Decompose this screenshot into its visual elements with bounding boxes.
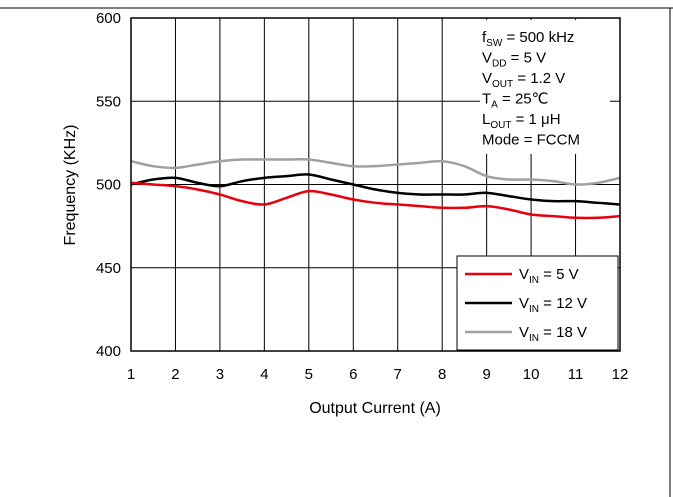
x-tick-label: 10 (523, 366, 540, 383)
legend-label-1: VIN = 12 V (519, 295, 587, 315)
annotation-line: VOUT = 1.2 V (482, 70, 565, 90)
x-tick-label: 1 (127, 366, 135, 383)
x-axis-label: Output Current (A) (309, 400, 441, 417)
series-line-2 (130, 158, 621, 186)
data-series (130, 158, 621, 220)
annotation-line: fSW = 500 kHz (482, 29, 574, 49)
series-line-1 (130, 173, 621, 206)
legend-label-0: VIN = 5 V (519, 266, 579, 286)
annotation-box (480, 20, 610, 154)
x-tick-label: 8 (438, 366, 446, 383)
annotation-line: Mode = FCCM (482, 132, 580, 149)
x-tick-label: 9 (482, 366, 490, 383)
y-tick-label: 550 (96, 93, 121, 110)
y-tick-label: 500 (96, 177, 121, 194)
legend: VIN = 5 V VIN = 12 V VIN = 18 V (456, 255, 619, 351)
x-tick-label: 12 (612, 366, 629, 383)
plot-area-border (130, 17, 621, 352)
annotation-line: LOUT = 1 μH (482, 111, 561, 131)
y-tick-label: 450 (96, 260, 121, 277)
x-tick-label: 2 (171, 366, 179, 383)
series-line-0 (130, 181, 621, 220)
x-tick-label: 11 (568, 366, 584, 383)
legend-label-2: VIN = 18 V (519, 324, 587, 344)
y-axis-label: Frequency (KHz) (62, 125, 79, 246)
x-tick-label: 5 (305, 366, 313, 383)
y-tick-label: 600 (96, 10, 121, 27)
x-tick-label: 4 (260, 366, 268, 383)
annotation-line: VDD = 5 V (482, 50, 546, 70)
y-tick-label: 400 (96, 343, 121, 360)
x-tick-label: 6 (349, 366, 357, 383)
x-tick-label: 7 (394, 366, 402, 383)
annotation-line: TA = 25℃ (482, 91, 548, 111)
x-tick-label: 3 (216, 366, 224, 383)
